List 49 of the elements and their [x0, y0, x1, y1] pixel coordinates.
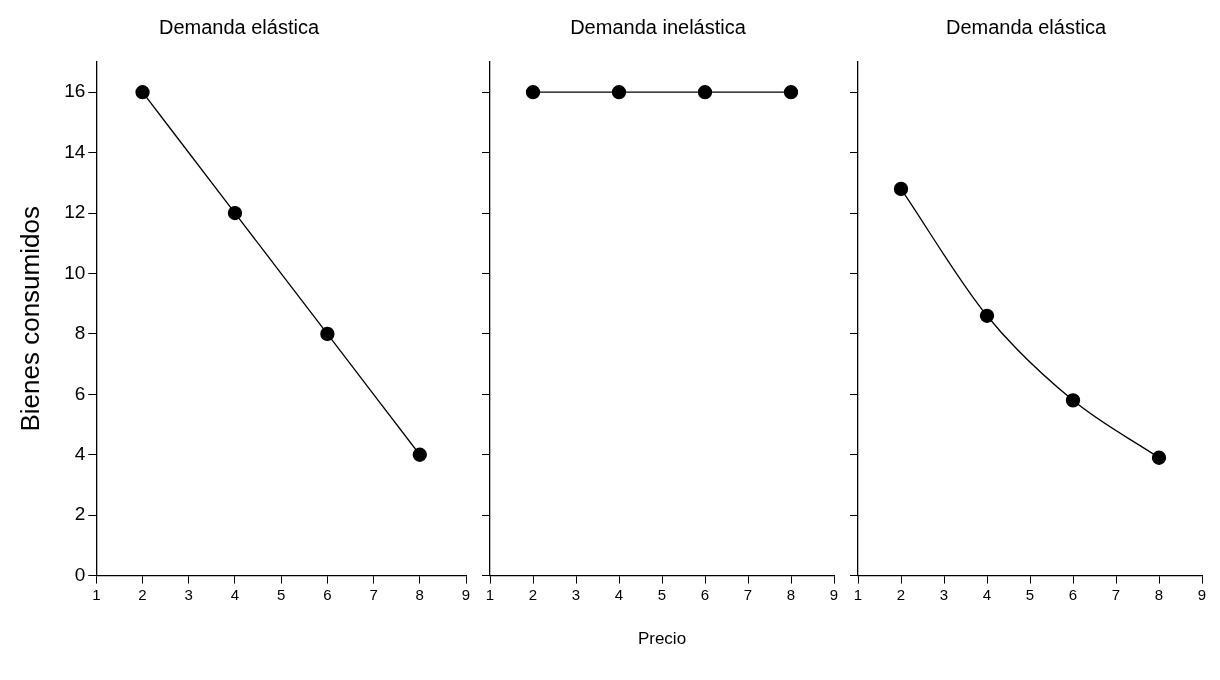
x-tick-label: 1	[485, 585, 495, 603]
y-tick-label: 14	[64, 140, 86, 162]
x-tick-label: 4	[230, 585, 240, 603]
x-tick-label: 3	[939, 585, 949, 603]
x-tick-label: 2	[896, 585, 906, 603]
x-tick-label: 8	[786, 585, 796, 603]
x-tick-label: 7	[369, 585, 378, 603]
point	[1151, 450, 1167, 465]
x-tick-label: 4	[982, 585, 992, 603]
y-tick-label: 10	[64, 261, 86, 283]
point	[227, 205, 243, 221]
y-tick-label: 6	[74, 382, 86, 404]
y-tick-label: 16	[64, 80, 86, 102]
x-tick-label: 8	[1154, 585, 1164, 603]
x-tick-label: 5	[1025, 585, 1035, 603]
y-tick-label: 0	[74, 563, 86, 585]
x-tick-label: 5	[277, 585, 286, 603]
y-tick-label: 2	[74, 503, 86, 525]
x-tick-label: 9	[1197, 585, 1207, 603]
x-tick-label: 4	[614, 585, 624, 603]
x-tick-label: 7	[743, 585, 753, 603]
point	[979, 308, 995, 323]
point	[320, 326, 335, 342]
chart-title: Demanda elástica	[945, 15, 1107, 38]
point	[135, 85, 150, 100]
x-tick-label: 9	[829, 585, 839, 603]
x-tick-label: 2	[138, 585, 147, 603]
x-tick-label: 3	[184, 585, 193, 603]
point	[893, 181, 909, 197]
y-axis-title: Bienes consumidos	[14, 206, 45, 432]
y-tick-label: 8	[74, 322, 86, 344]
y-tick-label: 4	[74, 442, 86, 464]
x-tick-label: 6	[1068, 585, 1078, 603]
x-tick-label: 9	[461, 585, 471, 603]
x-tick-label: 3	[571, 585, 581, 603]
x-axis-title: Precio	[637, 629, 687, 649]
chart-title: Demanda elástica	[158, 15, 320, 38]
point	[412, 447, 427, 462]
x-tick-label: 7	[1111, 585, 1121, 603]
x-tick-label: 1	[853, 585, 863, 603]
x-tick-label: 2	[528, 585, 538, 603]
chart-title: Demanda inelástica	[570, 15, 747, 38]
y-tick-label: 12	[64, 201, 86, 223]
x-tick-label: 1	[92, 585, 101, 603]
x-tick-label: 5	[657, 585, 667, 603]
point	[1065, 393, 1081, 408]
x-tick-label: 8	[415, 585, 424, 603]
x-tick-label: 6	[700, 585, 710, 603]
x-tick-label: 6	[323, 585, 332, 603]
